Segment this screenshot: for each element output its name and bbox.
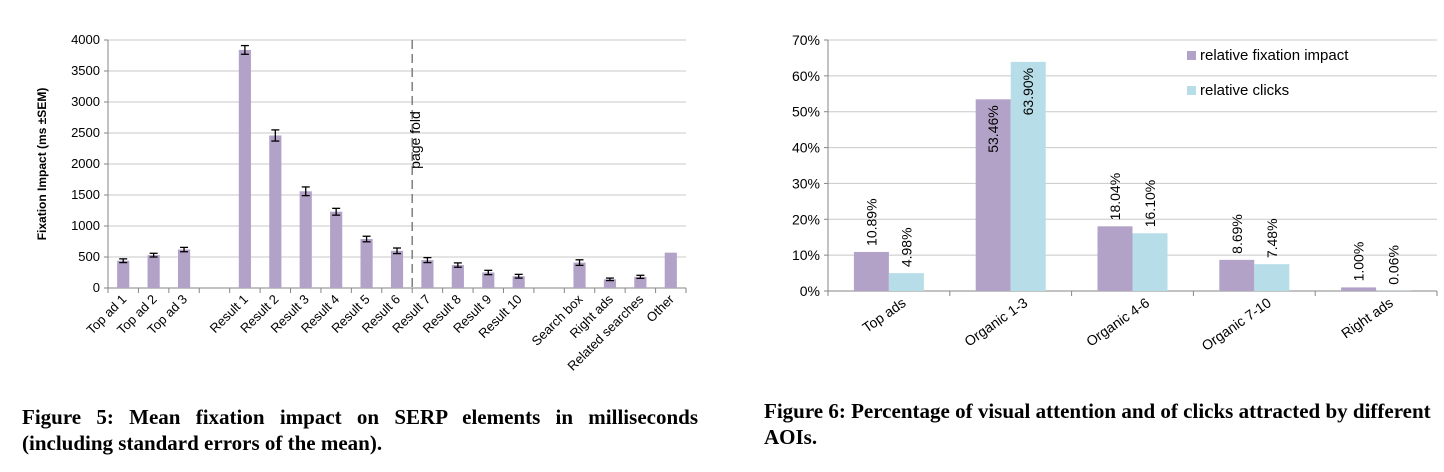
data-label-relative-clicks-organic-7-10: 7.48% [1264,218,1280,258]
bar-relative-clicks-organic-1-3 [1010,61,1046,291]
x-tick-label-organic-1-3: Organic 1-3 [961,294,1030,349]
legend-label-relative-fixation-impact: relative fixation impact [1200,47,1349,64]
bar-search-box [573,262,586,288]
x-tick-label-organic-7-10: Organic 7-10 [1199,294,1275,354]
data-label-relative-fixation-impact-organic-4-6: 18.04% [1107,173,1123,220]
x-tick-label-organic-4-6: Organic 4-6 [1083,294,1152,349]
y-tick-label: 10% [792,247,820,263]
error-bar-result-7 [423,256,432,264]
error-bar-result-3 [301,186,310,197]
y-tick-label: 1000 [71,218,100,233]
data-label-relative-fixation-impact-organic-1-3: 53.46% [985,105,1001,152]
y-tick-label: 500 [78,249,100,264]
bar-relative-clicks-organic-7-10 [1254,264,1290,291]
error-bar-result-9 [484,269,493,276]
bar-right-ads [603,279,617,288]
y-tick-label: 3500 [71,63,100,78]
data-label-relative-fixation-impact-organic-7-10: 8.69% [1229,214,1245,254]
bar-result-5 [360,239,373,288]
y-tick-label: 20% [792,211,820,227]
y-tick-label: 70% [792,32,820,48]
bar-relative-clicks-organic-4-6 [1132,233,1168,291]
error-bar-search-box [575,259,584,267]
bar-result-1 [238,49,251,288]
x-tick-label-top-ads: Top ads [859,294,908,335]
data-label-relative-clicks-right-ads: 0.06% [1386,245,1402,285]
bar-result-6 [390,250,404,288]
bar-relative-fixation-impact-top-ads [853,251,889,291]
error-bar-top-ad-3 [180,246,189,253]
y-tick-label: 60% [792,68,820,84]
figure-5-caption: Figure 5: Mean fixation impact on SERP e… [22,405,698,455]
y-tick-label: 0% [800,283,820,299]
bar-result-3 [299,191,312,288]
error-bar-result-2 [271,129,280,142]
bar-relative-clicks-top-ads [888,273,924,291]
bar-result-9 [482,272,495,288]
y-tick-label: 4000 [71,32,100,47]
data-label-relative-clicks-top-ads: 4.98% [898,227,914,267]
data-label-relative-clicks-organic-1-3: 63.90% [1020,68,1036,115]
error-bar-top-ad-1 [119,258,128,264]
data-label-relative-fixation-impact-right-ads: 1.00% [1351,242,1367,282]
attention-clicks-chart: 0% 10% 20% 30% 40% 50% 60% 70% 10.89% 4.98% Top ad… [792,32,1438,354]
bar-related-searches [634,276,647,288]
bar-other [664,252,677,288]
y-tick-label: 50% [792,104,820,120]
error-bar-result-6 [393,247,401,255]
bar-top-ad-3 [177,249,191,288]
bar-result-8 [451,265,464,288]
bar-result-7 [421,260,434,288]
legend-label-relative-clicks: relative clicks [1200,82,1289,99]
bar-relative-fixation-impact-organic-1-3 [975,99,1011,292]
bar-relative-fixation-impact-organic-7-10 [1219,259,1255,291]
data-label-relative-fixation-impact-top-ads: 10.89% [863,198,879,245]
error-bar-result-5 [362,235,371,243]
bar-relative-fixation-impact-organic-4-6 [1097,226,1133,291]
error-bar-right-ads [605,277,614,282]
bar-top-ad-1 [117,260,130,288]
error-bar-result-4 [332,207,341,216]
error-bar-result-1 [240,44,249,55]
y-tick-label: 0 [93,280,100,295]
error-bar-result-8 [453,262,462,268]
bar-result-2 [269,135,282,288]
y-tick-label: 30% [792,175,820,191]
x-tick-label-right-ads: Right ads [1338,294,1396,341]
bar-relative-fixation-impact-right-ads [1341,287,1377,291]
bar-result-4 [330,211,343,288]
y-tick-label: 40% [792,140,820,156]
legend-swatch-relative-fixation-impact [1187,51,1196,60]
bar-result-10 [512,276,525,288]
x-tick-label-other: Other [643,291,677,325]
y-axis-label: Fixation Impact (ms ±SEM) [35,88,49,241]
y-tick-label: 1500 [71,187,100,202]
y-tick-label: 2000 [71,156,100,171]
error-bar-related-searches [636,274,645,280]
error-bar-result-10 [514,273,523,279]
y-tick-label: 2500 [71,125,100,140]
legend: relative fixation impact relative clicks [1187,47,1349,99]
legend-swatch-relative-clicks [1187,86,1196,95]
y-tick-label: 3000 [71,94,100,109]
data-label-relative-clicks-organic-4-6: 16.10% [1142,180,1158,227]
page-fold-label: page fold [407,111,423,169]
error-bar-top-ad-2 [149,252,158,258]
figure-6-caption: Figure 6: Percentage of visual attention… [764,399,1431,449]
bar-top-ad-2 [147,255,160,288]
